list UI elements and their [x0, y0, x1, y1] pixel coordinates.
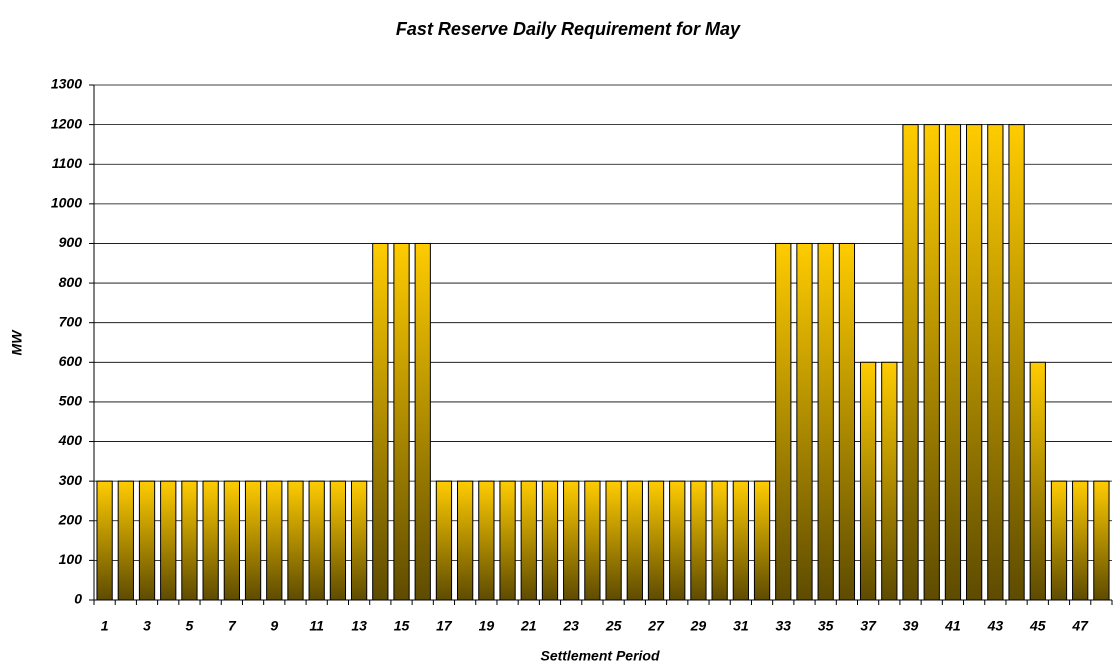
y-tick-label: 800 [59, 274, 83, 290]
bar [435, 480, 453, 601]
bar [817, 242, 834, 601]
bar [1093, 480, 1110, 601]
bar [329, 480, 347, 601]
x-tick-label: 9 [270, 618, 278, 634]
x-tick-label: 5 [186, 618, 194, 634]
bar [626, 480, 643, 601]
y-tick-label: 1000 [51, 195, 82, 211]
x-tick-label: 41 [944, 618, 961, 634]
bar [244, 480, 262, 601]
bar [1029, 361, 1046, 601]
bar [796, 242, 813, 601]
bar [414, 242, 431, 601]
bar [669, 480, 686, 601]
y-tick-label: 1300 [51, 76, 82, 92]
bar [266, 480, 283, 601]
x-axis-label: Settlement Period [540, 648, 659, 664]
x-tick-label: 19 [479, 618, 495, 634]
bar [1008, 124, 1025, 601]
x-tick-label: 37 [860, 618, 877, 634]
x-tick-label: 33 [775, 618, 791, 634]
bar [160, 480, 177, 601]
y-tick-label: 900 [59, 234, 83, 250]
x-tick-label: 39 [903, 618, 919, 634]
y-tick-label: 500 [59, 393, 83, 409]
bar [775, 242, 792, 601]
bar [202, 480, 219, 601]
bar [393, 242, 410, 601]
bar [838, 242, 856, 601]
bar [563, 480, 580, 601]
bar [923, 124, 940, 601]
x-tick-label: 3 [143, 618, 151, 634]
bar [647, 480, 665, 601]
y-tick-label: 1100 [52, 155, 82, 171]
bar [541, 480, 559, 601]
x-tick-label: 43 [987, 618, 1004, 634]
y-tick-label: 200 [58, 511, 83, 527]
x-tick-label: 1 [101, 618, 109, 634]
bar [1050, 480, 1068, 601]
x-tick-label: 17 [436, 618, 453, 634]
y-tick-label: 1200 [51, 115, 82, 131]
bar [223, 480, 240, 601]
bar [372, 242, 389, 601]
x-tick-label: 15 [394, 618, 410, 634]
x-tick-label: 29 [690, 618, 707, 634]
bar [499, 480, 516, 601]
x-tick-label: 21 [520, 618, 537, 634]
bar [584, 480, 601, 601]
x-tick-label: 47 [1071, 618, 1089, 634]
bar [478, 480, 495, 601]
bar [605, 480, 622, 601]
bar [96, 480, 113, 601]
x-tick-label: 25 [605, 618, 622, 634]
bar [753, 480, 771, 601]
bar [520, 480, 537, 601]
x-tick-label: 7 [228, 618, 237, 634]
bar [117, 480, 134, 601]
bar [944, 124, 962, 601]
chart-title: Fast Reserve Daily Requirement for May [396, 19, 741, 39]
bar [690, 480, 707, 601]
bar [457, 480, 474, 601]
y-tick-label: 700 [59, 313, 83, 329]
bar [181, 480, 198, 601]
bar [902, 124, 919, 601]
x-tick-label: 27 [647, 618, 665, 634]
bar [287, 480, 304, 601]
x-tick-label: 35 [818, 618, 834, 634]
bar [138, 480, 156, 601]
bar [881, 361, 898, 601]
y-tick-label: 600 [59, 353, 83, 369]
y-tick-label: 400 [58, 432, 83, 448]
y-tick-label: 0 [74, 591, 82, 607]
x-tick-label: 31 [733, 618, 749, 634]
x-tick-label: 11 [309, 618, 324, 634]
y-tick-label: 100 [59, 551, 83, 567]
bar [966, 124, 983, 601]
bar [711, 480, 728, 601]
bar [987, 124, 1004, 601]
bar [859, 361, 877, 601]
x-tick-label: 13 [351, 618, 367, 634]
x-tick-label: 23 [562, 618, 579, 634]
y-tick-label: 300 [59, 472, 83, 488]
x-tick-label: 45 [1029, 618, 1046, 634]
bar [1072, 480, 1089, 601]
bar [350, 480, 368, 601]
bar [732, 480, 749, 601]
bar [308, 480, 325, 601]
y-axis-label: MW [9, 329, 25, 356]
